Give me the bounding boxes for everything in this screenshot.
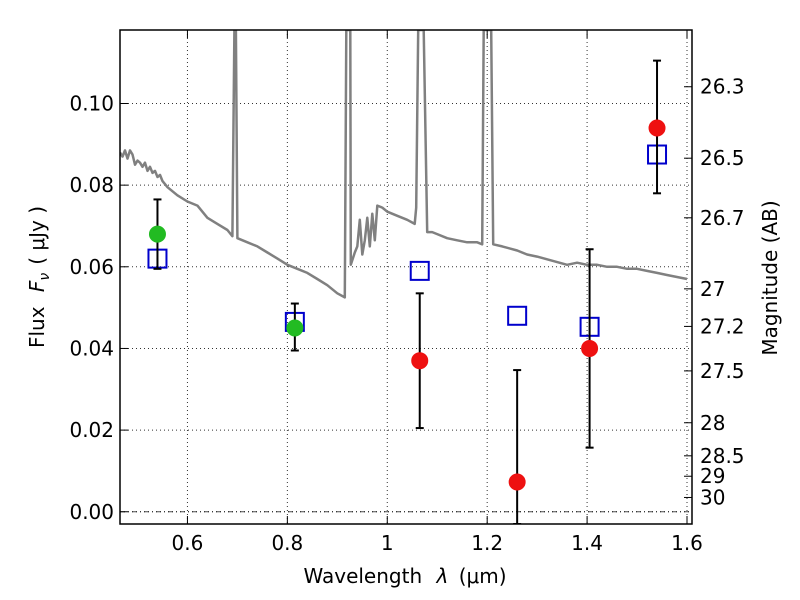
observed-point [148, 225, 166, 243]
x-axis-label-symbol: λ [436, 564, 449, 588]
y-axis-label-subscript: ν [37, 273, 53, 281]
y-axis-label-unit: ( μJy ) [25, 206, 49, 265]
y-tick-label: 0.02 [69, 418, 114, 442]
y-tick-label: 0.10 [69, 91, 114, 115]
observed-point [286, 319, 304, 337]
y2-tick-label: 28.5 [700, 444, 745, 468]
axes-border [119, 29, 693, 525]
x-axis-label-text: Wavelength [303, 564, 422, 588]
y-axis-label-text: Flux [25, 306, 49, 348]
y-tick-label: 0.04 [69, 336, 114, 360]
y2-tick-label: 28 [700, 411, 725, 435]
x-tick-label: 1.2 [471, 531, 503, 555]
y2-tick-label: 29 [700, 464, 725, 488]
grid [120, 30, 692, 524]
y2-axis-label: Magnitude (AB) [758, 200, 782, 355]
y2-tick-label: 30 [700, 485, 725, 509]
x-axis-label: Wavelength λ (μm) [303, 564, 506, 588]
y2-tick-label: 27.2 [700, 314, 745, 338]
plot-area [120, 30, 688, 524]
y2-tick-label: 26.5 [700, 146, 745, 170]
y2-tick-label: 27.5 [700, 359, 745, 383]
y2-tick-label: 26.3 [700, 75, 745, 99]
x-tick-label: 1 [381, 531, 394, 555]
model-sed-line [120, 30, 688, 299]
observed-point [581, 339, 599, 357]
x-tick-label: 0.6 [172, 531, 204, 555]
observed-point [411, 352, 429, 370]
model-photometry-square [409, 260, 430, 281]
x-tick-label: 1.4 [571, 531, 603, 555]
y-tick-label: 0.08 [69, 173, 114, 197]
y-axis-label-symbol: F [25, 280, 49, 292]
axes-frame [119, 29, 693, 525]
y-tick-label: 0.00 [69, 500, 114, 524]
x-tick-label: 0.8 [271, 531, 303, 555]
axis-ticks: 0.6 0.8 1 1.2 1.4 1.6 0.00 0.02 0.04 0.06 0.08 0.10… [69, 30, 745, 555]
x-axis-label-unit: (μm) [459, 564, 507, 588]
observed-point [648, 119, 666, 137]
x-tick-label: 1.6 [671, 531, 703, 555]
y2-tick-label: 27 [700, 277, 725, 301]
observed-point [508, 473, 526, 491]
y-axis-label: Flux Fν ( μJy ) [25, 206, 53, 348]
model-photometry-square [507, 305, 528, 326]
y-tick-label: 0.06 [69, 255, 114, 279]
y2-tick-label: 26.7 [700, 206, 745, 230]
